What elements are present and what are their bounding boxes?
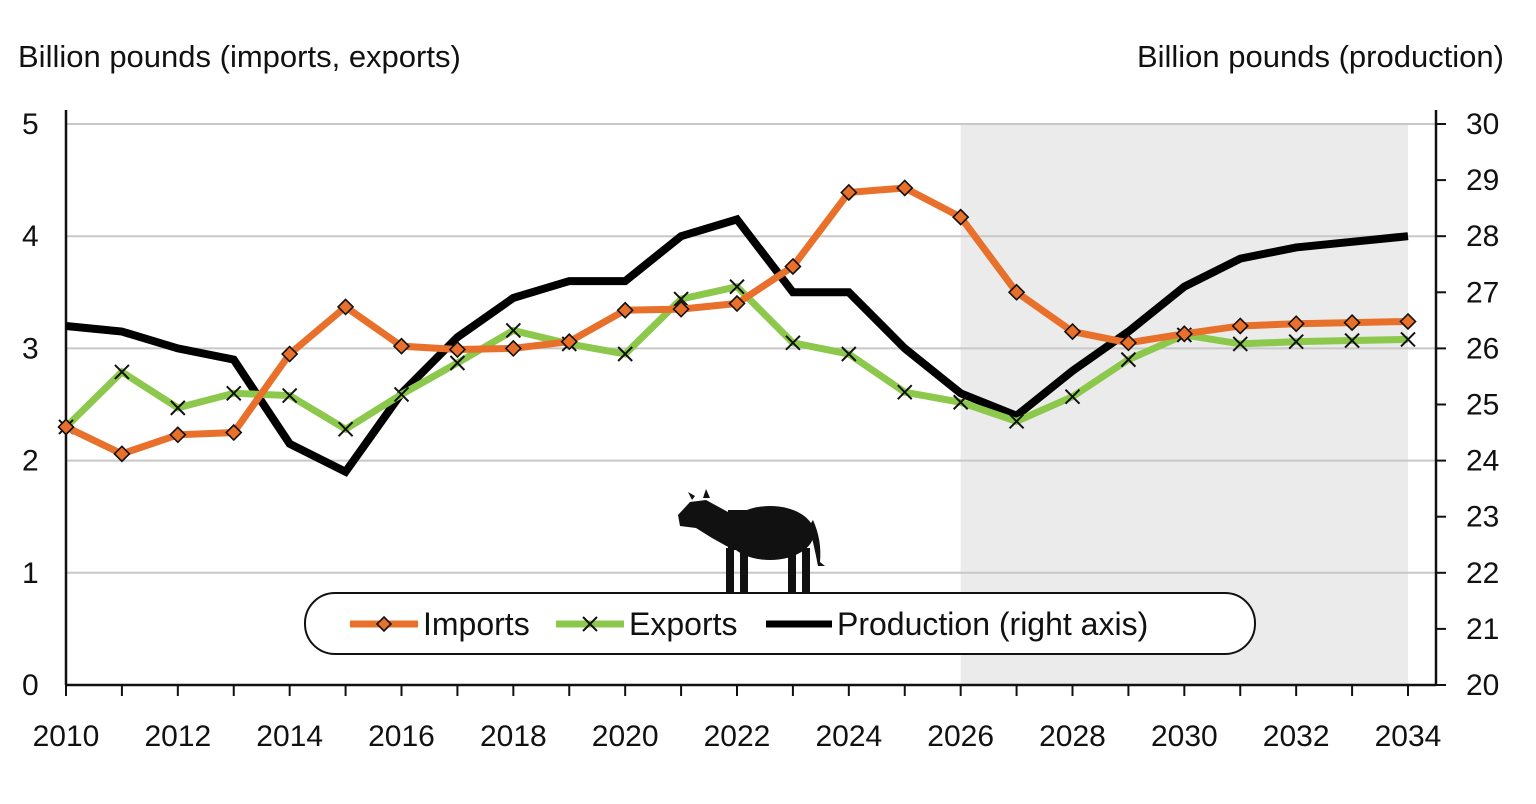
right-axis-title: Billion pounds (production): [1137, 39, 1504, 74]
x-tick-label: 2018: [480, 720, 547, 753]
exports-point: [1288, 333, 1304, 350]
imports-point: [1063, 322, 1082, 341]
exports-point: [1232, 336, 1248, 352]
imports-point: [896, 179, 914, 197]
imports-point: [336, 298, 355, 316]
exports-point: [1064, 388, 1081, 405]
left-tick-label: 5: [22, 108, 39, 141]
exports-point: [617, 346, 633, 362]
imports-point: [616, 301, 634, 319]
exports-point: [449, 355, 466, 371]
left-axis-title: Billion pounds (imports, exports): [18, 39, 461, 74]
exports-point: [1344, 332, 1360, 349]
imports-point: [840, 183, 858, 202]
imports-point: [672, 300, 690, 318]
x-tick-label: 2012: [144, 720, 211, 753]
right-tick-label: 22: [1466, 557, 1499, 590]
imports-point: [952, 208, 970, 226]
imports-point: [281, 345, 299, 363]
x-tick-label: 2010: [33, 720, 100, 753]
imports-point: [1119, 334, 1138, 352]
series-line-production: [65, 214, 1409, 477]
exports-point: [1400, 331, 1416, 348]
left-tick-label: 3: [22, 332, 39, 365]
imports-point: [560, 333, 578, 351]
exports-point: [226, 385, 242, 401]
legend: Imports Exports Production (right axis): [304, 592, 1256, 655]
x-tick-label: 2014: [256, 720, 323, 753]
series-imports: [57, 179, 1417, 463]
x-tick-label: 2028: [1039, 720, 1106, 753]
imports-point: [1175, 325, 1193, 343]
x-tick-label: 2026: [927, 720, 994, 753]
right-tick-label: 23: [1466, 501, 1499, 534]
x-axis-ticks: 2010 2012 2014 2016 2018 2020 2022 2024 2026 2028…: [33, 685, 1442, 753]
right-tick-label: 25: [1466, 389, 1499, 422]
exports-point: [841, 346, 857, 362]
right-tick-label: 26: [1466, 332, 1499, 365]
axes: [64, 110, 1438, 687]
exports-point: [729, 278, 745, 295]
right-tick-label: 28: [1466, 220, 1499, 253]
right-axis-ticks: 20 21 22 23 24 25 26 27 28 29 30: [1436, 108, 1499, 702]
cow-icon: [678, 489, 825, 593]
imports-point: [1399, 312, 1417, 331]
legend-imports-label: Imports: [423, 606, 530, 642]
imports-point: [728, 294, 746, 313]
legend-exports-label: Exports: [629, 606, 737, 642]
exports-point: [897, 384, 913, 400]
right-tick-label: 20: [1466, 669, 1499, 702]
left-tick-label: 2: [22, 445, 39, 478]
imports-point: [1231, 317, 1249, 335]
exports-point: [952, 394, 969, 410]
exports-point: [1008, 413, 1025, 430]
x-tick-label: 2034: [1375, 720, 1442, 753]
left-tick-label: 4: [22, 220, 39, 253]
exports-point: [505, 322, 522, 339]
left-tick-label: 0: [22, 669, 39, 702]
imports-point: [392, 337, 411, 355]
left-axis-ticks: 0 1 2 3 4 5: [22, 108, 39, 702]
exports-point: [281, 387, 298, 404]
x-tick-label: 2016: [368, 720, 435, 753]
imports-point: [225, 423, 243, 442]
exports-point: [393, 386, 410, 403]
imports-point: [1007, 283, 1026, 301]
x-tick-label: 2022: [704, 720, 771, 753]
exports-point: [170, 400, 186, 416]
right-tick-label: 24: [1466, 445, 1499, 478]
x-tick-label: 2030: [1151, 720, 1218, 753]
imports-point: [1287, 315, 1305, 333]
imports-point: [169, 426, 187, 444]
imports-point: [448, 340, 467, 359]
right-tick-label: 21: [1466, 613, 1499, 646]
x-tick-label: 2032: [1263, 720, 1330, 753]
imports-point: [113, 445, 131, 463]
right-tick-label: 30: [1466, 108, 1499, 141]
x-tick-label: 2024: [815, 720, 882, 753]
imports-point: [784, 257, 802, 276]
left-tick-label: 1: [22, 557, 39, 590]
exports-point: [114, 364, 130, 380]
right-tick-label: 27: [1466, 276, 1499, 309]
series-production: [65, 214, 1409, 477]
legend-imports-marker: [375, 615, 393, 633]
legend-production-label: Production (right axis): [837, 606, 1148, 642]
exports-point: [785, 335, 801, 351]
imports-point: [504, 339, 522, 358]
x-tick-label: 2020: [592, 720, 659, 753]
imports-point: [1343, 313, 1361, 332]
exports-point: [1120, 351, 1137, 368]
right-tick-label: 29: [1466, 164, 1499, 197]
exports-point: [337, 421, 354, 437]
gridlines: [66, 123, 1436, 574]
imports-point: [57, 418, 75, 436]
legend-exports-marker: [582, 616, 598, 632]
series-layer: [57, 179, 1417, 477]
exports-point: [673, 291, 689, 307]
